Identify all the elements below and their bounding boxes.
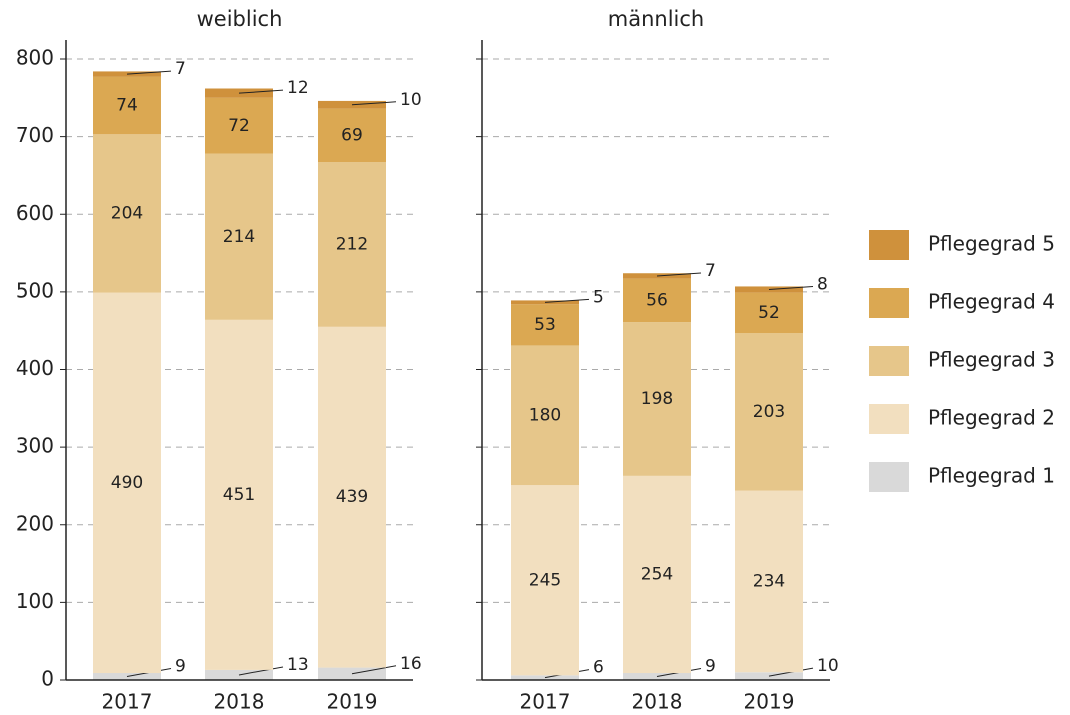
value-label: 72 [228,116,250,136]
leader-line [656,272,702,277]
value-label: 490 [111,473,143,493]
bar-segment [735,490,803,673]
value-label: 53 [534,315,556,335]
value-label: 10 [400,90,422,110]
value-label: 9 [175,657,186,677]
legend-swatch [869,462,909,492]
bar-segment [623,278,691,323]
x-tick-label: 2018 [214,690,265,714]
x-tick-label: 2017 [520,690,571,714]
bar-segment [93,76,161,135]
value-label: 6 [593,658,604,678]
legend-label: Pflegegrad 2 [928,406,1055,430]
value-label: 234 [753,571,785,591]
value-label: 7 [175,59,186,79]
y-tick-label: 300 [16,434,54,458]
bar-segment [511,485,579,676]
value-label: 12 [287,78,309,98]
y-tick-label: 200 [16,511,54,535]
value-label: 214 [223,227,255,247]
legend-label: Pflegegrad 4 [928,290,1055,314]
bar-segment [318,326,386,668]
value-label: 9 [705,657,716,677]
leader-line [768,286,814,291]
value-label: 10 [817,656,839,676]
value-label: 245 [529,570,561,590]
legend-label: Pflegegrad 5 [928,232,1055,256]
value-label: 7 [705,261,716,281]
bar-segment [205,153,273,320]
value-label: 203 [753,402,785,422]
bar-segment [511,304,579,346]
bar-segment [318,162,386,327]
value-label: 451 [223,485,255,505]
y-tick-label: 800 [16,46,54,70]
y-tick-label: 500 [16,278,54,302]
bar-segment [735,292,803,334]
y-tick-label: 600 [16,201,54,225]
x-tick-label: 2017 [102,690,153,714]
value-label: 69 [341,125,363,145]
value-label: 13 [287,655,309,675]
bar-segment [205,319,273,670]
x-tick-label: 2019 [327,690,378,714]
value-label: 212 [336,235,368,255]
leader-line [351,665,397,675]
y-tick-label: 100 [16,589,54,613]
legend-swatch [869,230,909,260]
value-label: 5 [593,287,604,307]
bar-segment [205,97,273,154]
panel-title: weiblich [197,7,283,31]
leader-line [126,70,172,75]
y-tick-label: 700 [16,123,54,147]
value-label: 204 [111,203,143,223]
y-tick-label: 0 [41,667,54,691]
bar-segment [511,345,579,486]
leader-line [351,101,397,106]
legend-swatch [869,346,909,376]
bar-segment [318,108,386,163]
bar-segment [735,333,803,491]
x-tick-label: 2018 [632,690,683,714]
legend-label: Pflegegrad 1 [928,464,1055,488]
y-tick-label: 400 [16,356,54,380]
panel-title: männlich [608,7,704,31]
bar-segment [93,134,161,293]
value-label: 254 [641,564,673,584]
value-label: 56 [646,290,668,310]
leader-line [544,298,590,303]
value-label: 439 [336,487,368,507]
value-label: 8 [817,275,828,295]
legend-label: Pflegegrad 3 [928,348,1055,372]
legend-swatch [869,404,909,434]
value-label: 52 [758,303,780,323]
value-label: 198 [641,389,673,409]
value-label: 180 [529,405,561,425]
x-tick-label: 2019 [744,690,795,714]
value-label: 74 [116,96,138,116]
bar-segment [623,322,691,476]
value-label: 16 [400,654,422,674]
bar-segment [93,292,161,674]
leader-line [238,666,284,676]
bar-segment [623,475,691,674]
leader-line [238,89,284,94]
legend-swatch [869,288,909,318]
